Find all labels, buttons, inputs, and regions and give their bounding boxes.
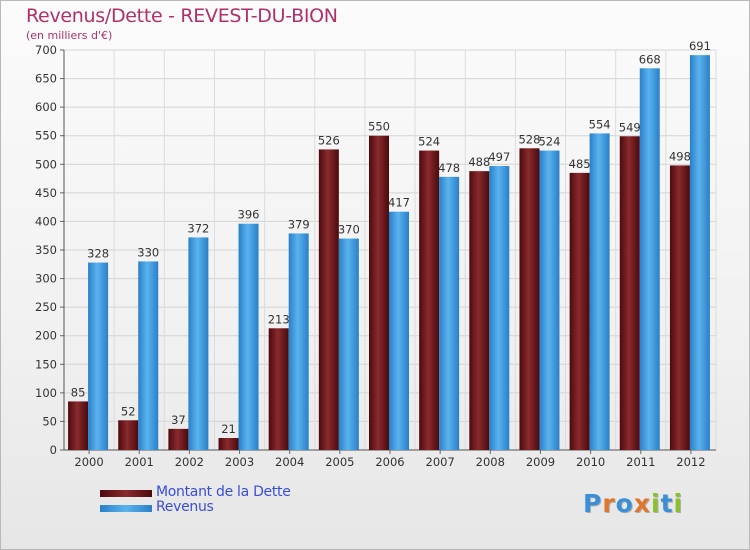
y-tick-label: 500: [35, 157, 57, 171]
y-tick-label: 450: [35, 186, 57, 200]
logo-letter: t: [660, 489, 674, 518]
debt-bar: [118, 420, 139, 450]
y-tick-label: 400: [35, 214, 57, 228]
revenue-value-label: 668: [639, 52, 661, 66]
revenue-value-label: 497: [488, 150, 510, 164]
legend-swatch-debt: [100, 490, 152, 497]
x-tick-label: 2005: [325, 455, 354, 469]
revenue-value-label: 691: [689, 39, 711, 53]
debt-value-label: 549: [619, 120, 641, 134]
revenue-bar: [238, 223, 259, 450]
revenue-bar: [489, 166, 510, 450]
debt-value-label: 21: [221, 422, 236, 436]
revenue-bar: [138, 261, 159, 450]
revenue-bar: [188, 237, 209, 450]
y-tick-label: 300: [35, 272, 57, 286]
revenue-bar: [639, 68, 660, 451]
proxiti-logo: Proxiti: [583, 489, 683, 518]
revenue-value-label: 478: [438, 161, 460, 175]
chart-subtitle: (en milliers d'€): [26, 29, 113, 42]
logo-letter: i: [651, 489, 661, 518]
debt-bar: [218, 438, 239, 450]
debt-bar: [68, 401, 89, 450]
revenue-bar: [389, 211, 409, 450]
x-tick-label: 2006: [375, 455, 404, 469]
legend-swatch-revenue: [100, 505, 152, 512]
x-tick-label: 2003: [225, 455, 254, 469]
debt-value-label: 37: [171, 413, 186, 427]
debt-value-label: 498: [669, 149, 691, 163]
debt-value-label: 213: [268, 312, 290, 326]
revenue-value-label: 396: [238, 208, 260, 222]
debt-bar: [419, 150, 440, 451]
logo-letter: x: [633, 489, 651, 518]
data-labels: 85 328 52 330 37 372 21 396 213 379 526 370 550 417 52…: [71, 39, 711, 436]
revenue-bar: [338, 238, 359, 450]
revenue-value-label: 417: [388, 196, 410, 210]
debt-bar: [619, 136, 640, 451]
debt-bar: [369, 135, 389, 450]
logo-letter: r: [602, 489, 616, 518]
x-tick-label: 2008: [476, 455, 505, 469]
x-tick-label: 2000: [74, 455, 103, 469]
revenue-bar: [689, 55, 710, 451]
debt-value-label: 85: [71, 385, 86, 399]
x-tick-label: 2010: [576, 455, 605, 469]
y-tick-label: 350: [35, 243, 57, 257]
y-tick-label: 0: [50, 443, 57, 457]
revenue-value-label: 330: [137, 245, 159, 259]
debt-value-label: 528: [518, 132, 540, 146]
debt-bar: [569, 172, 590, 450]
x-tick-label: 2001: [125, 455, 154, 469]
x-tick-label: 2002: [175, 455, 204, 469]
debt-bar: [469, 171, 490, 450]
y-tick-label: 650: [35, 72, 57, 86]
revenue-value-label: 328: [87, 247, 109, 261]
debt-bar: [519, 148, 540, 451]
revenue-value-label: 524: [538, 135, 560, 149]
debt-bar: [168, 428, 189, 450]
revenue-value-label: 370: [338, 223, 360, 237]
y-tick-label: 550: [35, 129, 57, 143]
y-tick-label: 100: [35, 386, 57, 400]
revenue-value-label: 554: [589, 117, 611, 131]
debt-bar: [669, 165, 690, 450]
debt-value-label: 488: [468, 155, 490, 169]
logo-letter: i: [673, 489, 684, 518]
x-tick-label: 2011: [626, 455, 655, 469]
legend-label-revenue: Revenus: [156, 499, 214, 515]
debt-bar: [318, 149, 339, 450]
debt-value-label: 550: [368, 120, 390, 134]
bars: [68, 55, 710, 451]
y-tick-label: 600: [35, 100, 57, 114]
x-tick-label: 2009: [526, 455, 555, 469]
debt-value-label: 485: [569, 157, 591, 171]
revenue-bar: [88, 262, 109, 450]
y-tick-label: 150: [35, 357, 57, 371]
x-tick-label: 2007: [426, 455, 455, 469]
x-tick-label: 2012: [676, 455, 705, 469]
debt-value-label: 524: [418, 135, 440, 149]
logo-letter: P: [583, 489, 603, 518]
debt-bar: [268, 328, 289, 450]
revenue-bar: [589, 133, 610, 450]
chart-title: Revenus/Dette - REVEST-DU-BION: [26, 5, 338, 27]
debt-value-label: 52: [121, 404, 136, 418]
revenue-value-label: 379: [288, 217, 310, 231]
x-tick-label: 2004: [275, 455, 304, 469]
revenue-bar: [288, 233, 309, 450]
logo-letter: o: [615, 489, 634, 518]
revenue-bar: [539, 150, 560, 451]
y-tick-label: 700: [35, 43, 57, 57]
y-tick-label: 250: [35, 300, 57, 314]
revenue-bar: [439, 176, 460, 450]
debt-value-label: 526: [318, 133, 340, 147]
legend-label-debt: Montant de la Dette: [156, 484, 291, 500]
revenue-value-label: 372: [187, 221, 209, 235]
y-tick-label: 200: [35, 329, 57, 343]
y-tick-label: 50: [42, 414, 57, 428]
